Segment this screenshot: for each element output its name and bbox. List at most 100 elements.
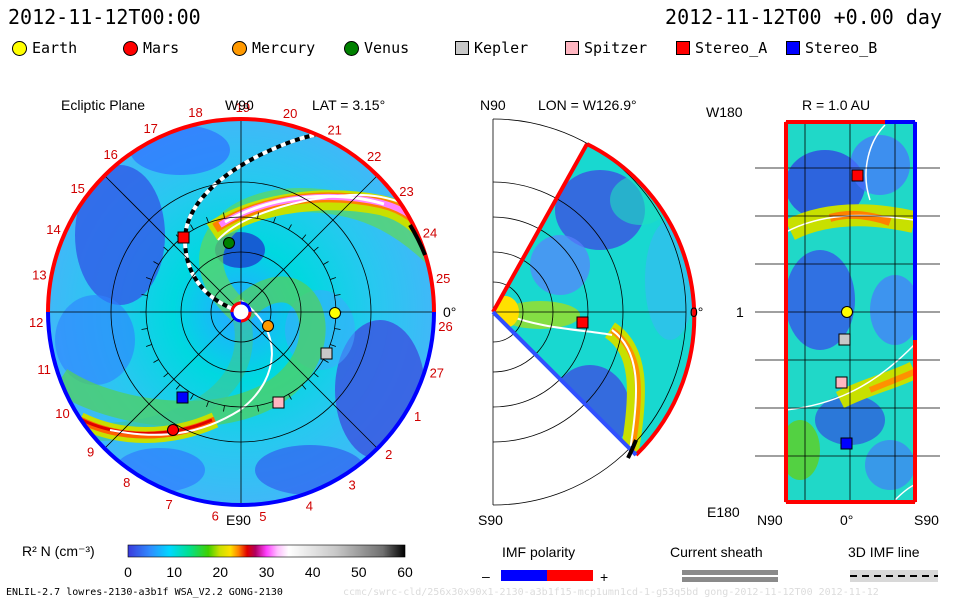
ecliptic-title: Ecliptic Plane (61, 97, 145, 113)
colorbar-tick-label: 30 (259, 564, 275, 580)
sector-number: 2 (385, 447, 392, 462)
imf-line-swatch (850, 570, 938, 582)
legend-item-mars: Mars (123, 39, 179, 57)
current-sheath-legend: Current sheath (670, 544, 778, 582)
sector-number: 12 (29, 315, 43, 330)
sector-number: 20 (283, 106, 297, 121)
sector-number: 8 (123, 475, 130, 490)
orbit-tick (145, 277, 152, 280)
meridional-bottom-label: S90 (478, 512, 503, 528)
meridional-panel: N90 LON = W126.9° S90 0° (478, 97, 703, 528)
radial-bottom-label: E180 (707, 504, 740, 520)
footer-run-id: ccmc/swrc-cld/256x30x90x1-2130-a3b1f15-m… (343, 587, 879, 598)
sector-number: 26 (438, 319, 452, 334)
imf-line-legend: 3D IMF line (848, 544, 938, 582)
current-sheath-title: Current sheath (670, 544, 763, 560)
orbit-tick (330, 344, 337, 347)
imf-polarity-title: IMF polarity (502, 544, 575, 560)
stereo-b-square-icon (786, 41, 800, 55)
sector-number: 25 (436, 271, 450, 286)
mars-marker (167, 424, 179, 436)
radial-earth-marker (841, 306, 853, 318)
orbit-tick (141, 328, 148, 330)
time-title-right: 2012-11-12T00 +0.00 day (665, 5, 942, 29)
orbit-tick (257, 212, 259, 219)
sector-number: 22 (367, 149, 381, 164)
time-title-left: 2012-11-12T00:00 (8, 5, 201, 29)
sector-number: 24 (423, 226, 437, 241)
radial-spitzer-marker (835, 376, 848, 389)
earth-marker (329, 307, 341, 319)
colorbar-tick-label: 60 (397, 564, 413, 580)
ecliptic-top-label: W90 (225, 97, 254, 113)
orbit-tick (313, 246, 319, 252)
orbit-tick (257, 405, 259, 412)
orbit-tick (330, 277, 337, 280)
footer-model-info: ENLIL-2.7 lowres-2130-a3b1f WSA_V2.2 GON… (6, 587, 283, 598)
earth-dot-icon (12, 40, 27, 56)
sector-number: 21 (327, 123, 341, 138)
sector-number: 27 (430, 366, 444, 381)
mercury-dot-icon (232, 40, 247, 56)
sector-number: 10 (55, 406, 69, 421)
venus-dot-icon (344, 40, 359, 56)
sector-number: 3 (348, 477, 355, 492)
colorbar-tick-label: 50 (351, 564, 367, 580)
radial-kepler-marker (838, 333, 851, 346)
orbit-tick (334, 294, 341, 296)
ecliptic-lat: LAT = 3.15° (312, 97, 385, 113)
sector-number: 16 (103, 147, 117, 162)
imf-line-title: 3D IMF line (848, 544, 920, 560)
legend-item-earth: Earth (12, 39, 77, 57)
colorbar-tick-label: 40 (305, 564, 321, 580)
sector-number: 6 (212, 508, 219, 523)
imf-positive-swatch (547, 570, 593, 581)
mercury-marker (262, 320, 274, 332)
sector-number: 11 (37, 362, 51, 377)
imf-minus-label: – (482, 568, 490, 584)
orbit-tick (288, 394, 292, 400)
ecliptic-right-label: 0° (443, 304, 456, 320)
orbit-tick (223, 212, 225, 219)
orbit-tick (153, 359, 159, 363)
venus-marker (223, 237, 235, 249)
radial-stereo-a-marker (851, 169, 864, 182)
radial-x-label-left: N90 (757, 512, 783, 528)
imf-negative-swatch (501, 570, 547, 581)
ecliptic-bottom-label: E90 (226, 512, 251, 528)
orbit-tick (153, 261, 159, 265)
orbit-tick (190, 394, 194, 400)
legend-item-kepler: Kepler (455, 39, 528, 57)
mars-dot-icon (123, 40, 138, 56)
radial-x-label-right: S90 (914, 512, 939, 528)
orbit-tick (206, 216, 209, 223)
sector-number: 1 (414, 409, 421, 424)
sector-number: 18 (188, 105, 202, 120)
orbit-tick (301, 384, 307, 390)
orbit-tick (301, 234, 307, 240)
orbit-tick (175, 384, 181, 390)
colorbar-tick-label: 0 (124, 564, 132, 580)
sector-number: 5 (259, 509, 266, 524)
orbit-tick (273, 216, 276, 223)
colorbar-tick-label: 20 (213, 564, 229, 580)
radial-title: R = 1.0 AU (802, 97, 870, 113)
radial-stereo-b-marker (840, 437, 853, 450)
sector-number: 15 (70, 181, 84, 196)
sector-number: 9 (87, 444, 94, 459)
sector-number: 7 (165, 497, 172, 512)
sector-number: 17 (143, 121, 157, 136)
legend-item-mercury: Mercury (232, 39, 315, 57)
radial-x-label-mid: 0° (840, 512, 853, 528)
orbit-tick (323, 359, 329, 363)
meridional-right-label: 0° (690, 304, 703, 320)
orbit-tick (190, 224, 194, 230)
sector-number: 19 (236, 100, 250, 115)
legend-item-venus: Venus (344, 39, 409, 57)
radial-top-label: W180 (706, 104, 743, 120)
orbit-tick (145, 344, 152, 347)
orbit-tick (313, 372, 319, 378)
sector-number: 23 (399, 184, 413, 199)
imf-polarity-legend: IMF polarity – + (482, 544, 608, 585)
